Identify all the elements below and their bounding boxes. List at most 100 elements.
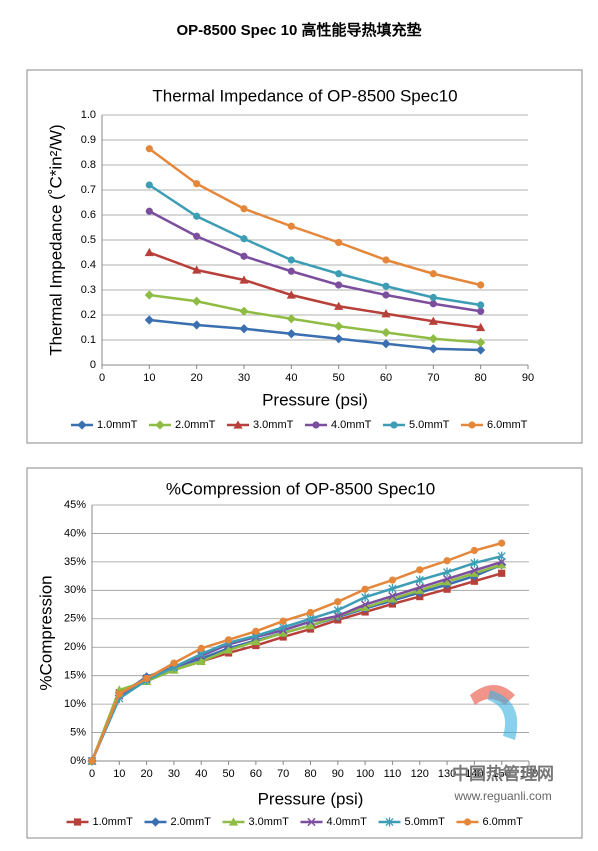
marker — [381, 309, 391, 318]
marker — [381, 339, 391, 349]
marker — [144, 247, 154, 257]
marker — [415, 583, 424, 592]
marker — [115, 690, 123, 698]
marker — [278, 628, 288, 637]
marker — [470, 546, 478, 555]
marker — [334, 598, 342, 606]
marker — [428, 344, 438, 354]
y-tick-label: 0.9 — [81, 134, 96, 146]
x-tick-label: 80 — [304, 768, 316, 780]
y-tick-label: 0.7 — [81, 184, 96, 196]
marker — [416, 566, 424, 574]
x-tick-label: 40 — [285, 372, 297, 384]
marker — [251, 636, 261, 646]
marker — [335, 238, 343, 247]
legend-marker — [155, 420, 165, 430]
marker — [334, 334, 344, 344]
legend-label: 6.0mmT — [483, 816, 524, 828]
marker — [333, 605, 342, 615]
marker — [252, 641, 260, 650]
marker — [144, 290, 154, 300]
legend-label: 5.0mmT — [405, 816, 446, 828]
marker — [193, 180, 201, 188]
marker — [192, 320, 202, 330]
marker — [415, 585, 425, 594]
x-tick-label: 50 — [222, 768, 234, 780]
x-axis-label: Pressure (psi) — [258, 789, 364, 808]
marker — [381, 327, 391, 338]
y-tick-label: 1.0 — [81, 109, 96, 121]
x-tick-label: 50 — [333, 372, 345, 384]
legend-marker — [307, 817, 316, 827]
marker — [469, 568, 479, 577]
series-line — [149, 318, 481, 352]
marker — [476, 337, 486, 348]
y-tick-label: 30% — [64, 584, 86, 596]
marker — [360, 600, 370, 609]
chart-title: %Compression of OP-8500 Spec10 — [166, 479, 435, 498]
legend-marker — [73, 818, 82, 826]
legend-marker — [390, 421, 398, 429]
marker — [382, 291, 390, 299]
y-tick-label: 0.6 — [81, 209, 96, 221]
marker — [429, 270, 437, 278]
x-tick-label: 70 — [277, 768, 289, 780]
x-tick-label: 90 — [522, 372, 534, 384]
marker — [498, 569, 506, 577]
watermark-url: www.reguanli.com — [453, 789, 551, 803]
marker — [192, 296, 202, 306]
marker — [387, 594, 398, 603]
legend-label: 6.0mmT — [487, 419, 528, 431]
chart-frame — [26, 467, 583, 839]
y-tick-label: 0.5 — [81, 234, 96, 246]
y-tick-label: 0% — [70, 755, 86, 767]
marker — [145, 207, 153, 215]
series-line — [90, 541, 503, 762]
marker — [477, 301, 485, 309]
legend-label: 2.0mmT — [175, 419, 216, 431]
marker — [429, 293, 437, 302]
marker — [287, 267, 295, 275]
marker — [429, 300, 437, 308]
legend-marker — [228, 817, 239, 826]
marker — [428, 334, 438, 344]
marker — [239, 275, 249, 284]
y-tick-label: 0 — [90, 359, 96, 371]
legend-marker — [77, 420, 87, 430]
watermark-name: 中国热管理网 — [452, 763, 554, 783]
x-tick-label: 110 — [384, 768, 402, 780]
y-tick-label: 0.8 — [81, 159, 96, 171]
x-tick-label: 60 — [380, 372, 392, 384]
marker — [306, 608, 315, 617]
legend-label: 3.0mmT — [253, 419, 294, 431]
marker — [197, 644, 205, 652]
series-line — [90, 563, 503, 762]
x-tick-label: 30 — [168, 768, 180, 780]
marker — [196, 656, 206, 666]
marker — [360, 602, 370, 611]
legend-label: 4.0mmT — [331, 419, 372, 431]
x-tick-label: 40 — [195, 768, 207, 780]
marker — [443, 567, 452, 577]
legend-label: 1.0mmT — [93, 816, 134, 828]
marker — [388, 584, 397, 594]
legend-marker — [312, 421, 320, 429]
series-line — [149, 293, 481, 344]
x-tick-label: 10 — [113, 768, 125, 780]
marker — [170, 659, 178, 667]
x-axis-label: Pressure (psi) — [262, 390, 368, 409]
x-tick-label: 100 — [356, 768, 374, 780]
x-tick-label: 60 — [250, 768, 262, 780]
marker — [470, 566, 479, 575]
marker — [477, 281, 485, 289]
x-tick-label: 130 — [438, 768, 456, 780]
y-axis-label: %Compression — [36, 575, 55, 690]
marker — [415, 575, 424, 585]
x-tick-label: 10 — [143, 372, 155, 384]
x-tick-label: 150 — [493, 768, 511, 780]
marker — [286, 290, 296, 299]
marker — [252, 627, 260, 635]
marker — [335, 281, 343, 289]
marker — [286, 329, 296, 339]
